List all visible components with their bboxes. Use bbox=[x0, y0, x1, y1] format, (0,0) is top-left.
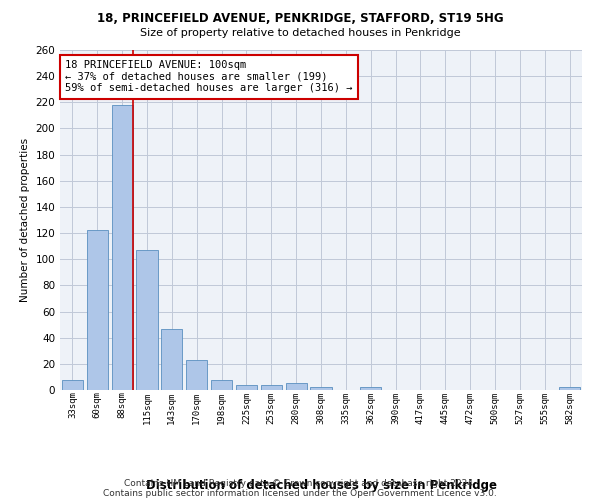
Text: Contains HM Land Registry data © Crown copyright and database right 2024.: Contains HM Land Registry data © Crown c… bbox=[124, 478, 476, 488]
Y-axis label: Number of detached properties: Number of detached properties bbox=[20, 138, 30, 302]
Bar bbox=[87, 230, 108, 390]
Bar bbox=[186, 360, 207, 390]
Text: Size of property relative to detached houses in Penkridge: Size of property relative to detached ho… bbox=[140, 28, 460, 38]
Text: 18, PRINCEFIELD AVENUE, PENKRIDGE, STAFFORD, ST19 5HG: 18, PRINCEFIELD AVENUE, PENKRIDGE, STAFF… bbox=[97, 12, 503, 26]
Bar bbox=[161, 328, 182, 390]
Bar bbox=[559, 388, 580, 390]
Bar bbox=[286, 384, 307, 390]
Text: Contains public sector information licensed under the Open Government Licence v3: Contains public sector information licen… bbox=[103, 488, 497, 498]
Bar bbox=[310, 388, 332, 390]
X-axis label: Distribution of detached houses by size in Penkridge: Distribution of detached houses by size … bbox=[146, 479, 497, 492]
Bar bbox=[136, 250, 158, 390]
Bar bbox=[261, 385, 282, 390]
Bar bbox=[360, 388, 381, 390]
Bar bbox=[112, 105, 133, 390]
Bar bbox=[62, 380, 83, 390]
Text: 18 PRINCEFIELD AVENUE: 100sqm
← 37% of detached houses are smaller (199)
59% of : 18 PRINCEFIELD AVENUE: 100sqm ← 37% of d… bbox=[65, 60, 353, 94]
Bar bbox=[236, 385, 257, 390]
Bar bbox=[211, 380, 232, 390]
